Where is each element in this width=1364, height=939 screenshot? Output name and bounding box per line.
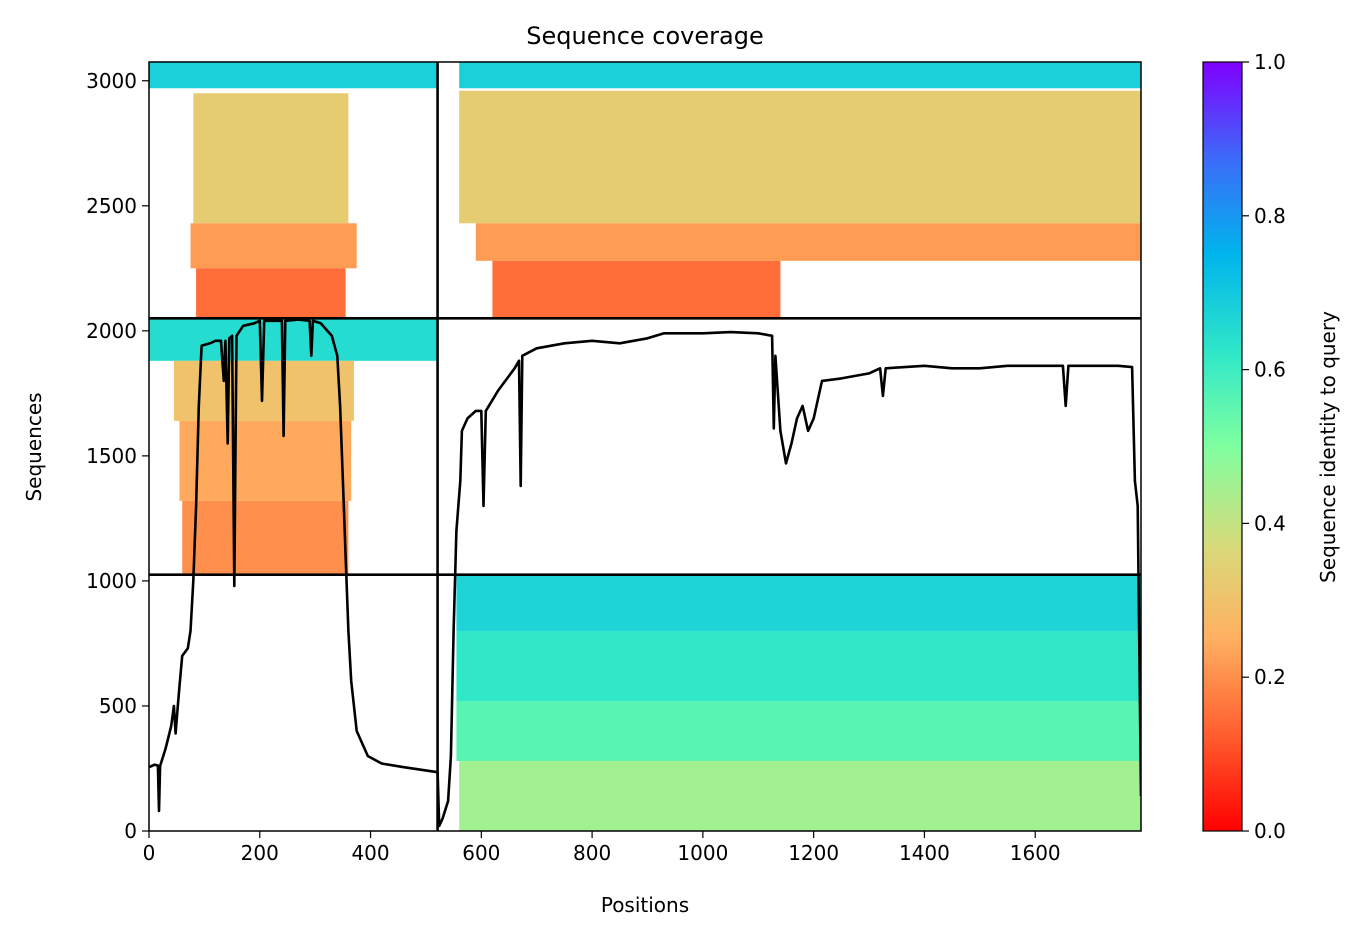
y-tick-label: 1500 bbox=[86, 444, 137, 468]
heatmap-band bbox=[149, 62, 438, 89]
y-tick-label: 3000 bbox=[86, 69, 137, 93]
x-tick-label: 1000 bbox=[677, 841, 728, 865]
x-tick-label: 800 bbox=[573, 841, 611, 865]
y-axis-label: Sequences bbox=[22, 392, 46, 501]
x-axis: 0 200 400 600 800 1000 1200 1400 1600 bbox=[143, 831, 1061, 865]
x-tick-label: 1400 bbox=[899, 841, 950, 865]
heatmap-band bbox=[182, 500, 349, 574]
x-tick-label: 1600 bbox=[1010, 841, 1061, 865]
colorbar bbox=[1202, 61, 1243, 832]
x-axis-label: Positions bbox=[601, 893, 689, 917]
chain-break-lines bbox=[149, 62, 1141, 831]
x-tick-label: 400 bbox=[351, 841, 389, 865]
colorbar-tick-label: 0.2 bbox=[1254, 665, 1286, 689]
heatmap-band bbox=[459, 90, 1141, 224]
heatmap-band bbox=[475, 223, 1141, 261]
heatmap-band bbox=[456, 574, 1141, 631]
heatmap-band bbox=[196, 268, 346, 318]
colorbar-axis: 0.0 0.2 0.4 0.6 0.8 1.0 bbox=[1242, 50, 1286, 843]
colorbar-tick-label: 0.6 bbox=[1254, 358, 1286, 382]
y-axis: 0 500 1000 1500 2000 2500 3000 bbox=[86, 69, 149, 843]
heatmap-band bbox=[179, 420, 352, 501]
heatmap-band bbox=[456, 630, 1141, 701]
colorbar-tick-label: 0.4 bbox=[1254, 511, 1286, 535]
colorbar-tick-label: 0.8 bbox=[1254, 204, 1286, 228]
chart-title: Sequence coverage bbox=[526, 22, 763, 50]
heatmap-band bbox=[190, 223, 357, 269]
colorbar-label: Sequence identity to query bbox=[1316, 311, 1340, 583]
y-tick-label: 0 bbox=[124, 819, 137, 843]
y-tick-label: 500 bbox=[99, 694, 137, 718]
heatmap-band bbox=[492, 260, 781, 318]
heatmap-band bbox=[459, 62, 1141, 89]
heatmap-band bbox=[456, 700, 1141, 761]
heatmap-band bbox=[193, 93, 349, 224]
x-tick-label: 600 bbox=[462, 841, 500, 865]
coverage-line bbox=[149, 318, 1141, 828]
heatmap-band bbox=[149, 318, 438, 361]
y-tick-label: 2500 bbox=[86, 194, 137, 218]
colorbar-tick-label: 1.0 bbox=[1254, 50, 1286, 74]
heatmap-band bbox=[459, 760, 1141, 831]
y-tick-label: 2000 bbox=[86, 319, 137, 343]
x-tick-label: 1200 bbox=[788, 841, 839, 865]
x-tick-label: 0 bbox=[143, 841, 156, 865]
colorbar-tick-label: 0.0 bbox=[1254, 819, 1286, 843]
x-tick-label: 200 bbox=[241, 841, 279, 865]
plot-frame bbox=[148, 61, 1142, 832]
y-tick-label: 1000 bbox=[86, 569, 137, 593]
coverage-heatmap bbox=[149, 62, 1141, 831]
